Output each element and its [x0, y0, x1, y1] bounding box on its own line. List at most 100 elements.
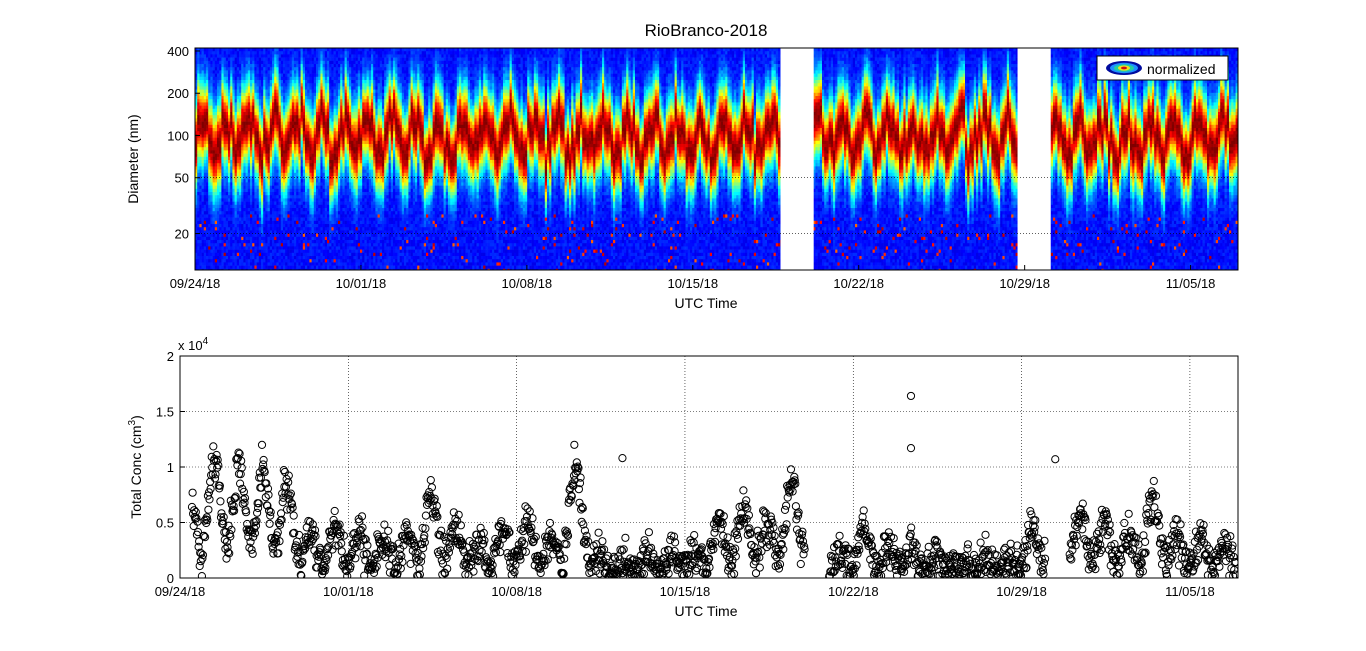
heatmap-cell [290, 106, 293, 110]
heatmap-cell [279, 83, 282, 87]
heatmap-cell [232, 195, 235, 199]
heatmap-cell [250, 262, 253, 266]
heatmap-cell [252, 144, 255, 148]
heatmap-cell [230, 198, 233, 202]
heatmap-cell [281, 192, 284, 196]
heatmap-cell [268, 246, 271, 250]
heatmap-cell [292, 102, 295, 106]
heatmap-cell [279, 198, 282, 202]
heatmap-cell [237, 186, 240, 190]
heatmap-cell [246, 262, 249, 266]
heatmap-cell [232, 109, 235, 113]
heatmap-cell [272, 102, 275, 106]
heatmap-cell [252, 253, 255, 256]
heatmap-cell [285, 173, 288, 177]
heatmap-cell [272, 109, 275, 113]
heatmap-cell [276, 150, 279, 154]
heatmap-cell [213, 253, 216, 256]
heatmap-cell [296, 234, 299, 238]
heatmap-cell [290, 160, 293, 164]
heatmap-cell [210, 157, 213, 161]
heatmap-cell [210, 112, 213, 116]
heatmap-cell [217, 54, 220, 58]
heatmap-cell [239, 128, 242, 132]
heatmap-cell [204, 144, 207, 148]
heatmap-cell [294, 250, 297, 254]
heatmap-cell [243, 208, 246, 212]
heatmap-cell [226, 144, 229, 148]
heatmap-cell [237, 118, 240, 122]
heatmap-cell [228, 198, 231, 202]
heatmap-cell [274, 259, 277, 263]
heatmap-cell [197, 67, 200, 71]
heatmap-cell [239, 246, 242, 250]
heatmap-cell [290, 166, 293, 170]
heatmap-cell [206, 141, 209, 145]
heatmap-cell [296, 115, 299, 119]
heatmap-cell [259, 221, 262, 225]
heatmap-cell [272, 163, 275, 167]
heatmap-cell [219, 150, 222, 154]
heatmap-cell [219, 96, 222, 100]
heatmap-cell [217, 61, 220, 65]
heatmap-cell [197, 205, 200, 209]
heatmap-cell [224, 93, 227, 97]
heatmap-cell [202, 221, 205, 225]
heatmap-cell [219, 74, 222, 78]
heatmap-cell [285, 253, 288, 256]
heatmap-cell [292, 157, 295, 161]
heatmap-cell [261, 189, 264, 193]
heatmap-cell [230, 240, 233, 244]
heatmap-cell [274, 122, 277, 126]
heatmap-cell [252, 240, 255, 244]
heatmap-cell [237, 259, 240, 263]
heatmap-cell [252, 160, 255, 164]
heatmap-cell [221, 256, 224, 260]
heatmap-cell [204, 166, 207, 170]
heatmap-cell [276, 157, 279, 161]
heatmap-cell [265, 246, 268, 250]
heatmap-cell [276, 74, 279, 78]
heatmap-cell [224, 64, 227, 68]
heatmap-cell [261, 67, 264, 71]
heatmap-cell [224, 186, 227, 190]
heatmap-cell [248, 112, 251, 116]
heatmap-cell [285, 208, 288, 212]
heatmap-cell [206, 221, 209, 225]
heatmap-cell [226, 243, 229, 247]
heatmap-cell [252, 96, 255, 100]
heatmap-cell [235, 224, 238, 228]
heatmap-cell [232, 157, 235, 161]
heatmap-cell [261, 227, 264, 231]
heatmap-cell [226, 253, 229, 256]
heatmap-cell [215, 237, 218, 241]
heatmap-cell [268, 166, 271, 170]
heatmap-cell [237, 48, 240, 52]
heatmap-cell [250, 51, 253, 55]
heatmap-cell [283, 147, 286, 151]
heatmap-cell [239, 67, 242, 71]
heatmap-cell [254, 77, 257, 81]
heatmap-cell [224, 227, 227, 231]
heatmap-cell [248, 61, 251, 65]
heatmap-cell [239, 192, 242, 196]
heatmap-cell [296, 64, 299, 68]
heatmap-cell [217, 141, 220, 145]
heatmap-cell [213, 259, 216, 263]
heatmap-cell [199, 109, 202, 113]
heatmap-cell [261, 240, 264, 244]
heatmap-cell [252, 195, 255, 199]
heatmap-cell [217, 250, 220, 254]
heatmap-cell [239, 202, 242, 206]
heatmap-cell [243, 122, 246, 126]
heatmap-cell [219, 128, 222, 132]
heatmap-cell [230, 192, 233, 196]
heatmap-cell [263, 262, 266, 266]
heatmap-cell [259, 170, 262, 174]
heatmap-cell [294, 109, 297, 113]
heatmap-cell [197, 160, 200, 164]
heatmap-cell [261, 198, 264, 202]
heatmap-cell [254, 163, 257, 167]
heatmap-cell [290, 269, 293, 273]
heatmap-cell [213, 186, 216, 190]
